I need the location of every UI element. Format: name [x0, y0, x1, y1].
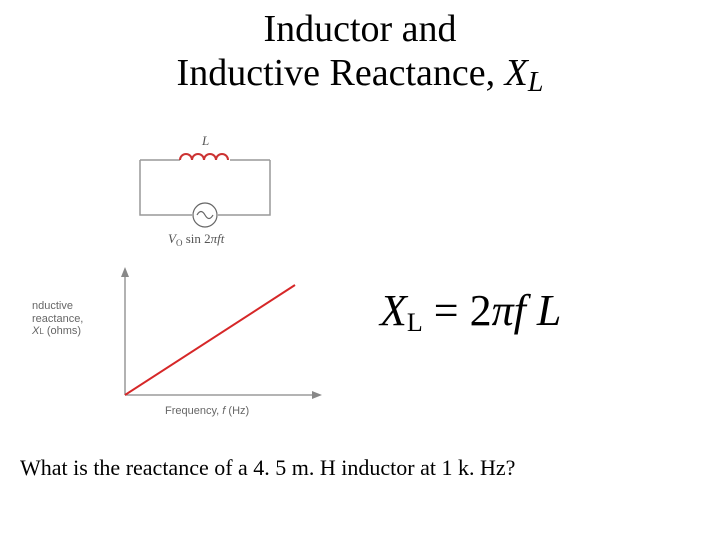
formula-eq: = 2: [423, 286, 492, 335]
formula-sub: L: [407, 308, 423, 337]
reactance-graph: [70, 265, 330, 415]
page-title: Inductor and Inductive Reactance, XL: [0, 8, 720, 99]
title-prefix: Inductive Reactance,: [177, 52, 505, 94]
graph-ylabel: nductive reactance, XL (ohms): [32, 300, 112, 338]
title-line-1: Inductor and: [0, 8, 720, 52]
graph-xlabel: Frequency, f (Hz): [165, 405, 249, 417]
title-symbol: X: [505, 52, 528, 94]
formula-space: [526, 286, 537, 335]
formula-L: L: [537, 286, 561, 335]
ylabel-line1: nductive: [32, 300, 112, 313]
formula-pi: π: [492, 286, 514, 335]
circuit-diagram: L VO sin 2πft: [120, 135, 300, 255]
formula-f: f: [514, 286, 526, 335]
ylabel-line3: XL (ohms): [32, 325, 112, 338]
formula: XL = 2πf L: [380, 285, 561, 338]
title-line-2: Inductive Reactance, XL: [0, 52, 720, 99]
formula-X: X: [380, 286, 407, 335]
question-text: What is the reactance of a 4. 5 m. H ind…: [20, 455, 515, 481]
ylabel-line2: reactance,: [32, 313, 112, 326]
source-label: VO sin 2πft: [168, 231, 225, 248]
inductor-label: L: [201, 135, 209, 148]
title-subscript: L: [528, 67, 544, 98]
